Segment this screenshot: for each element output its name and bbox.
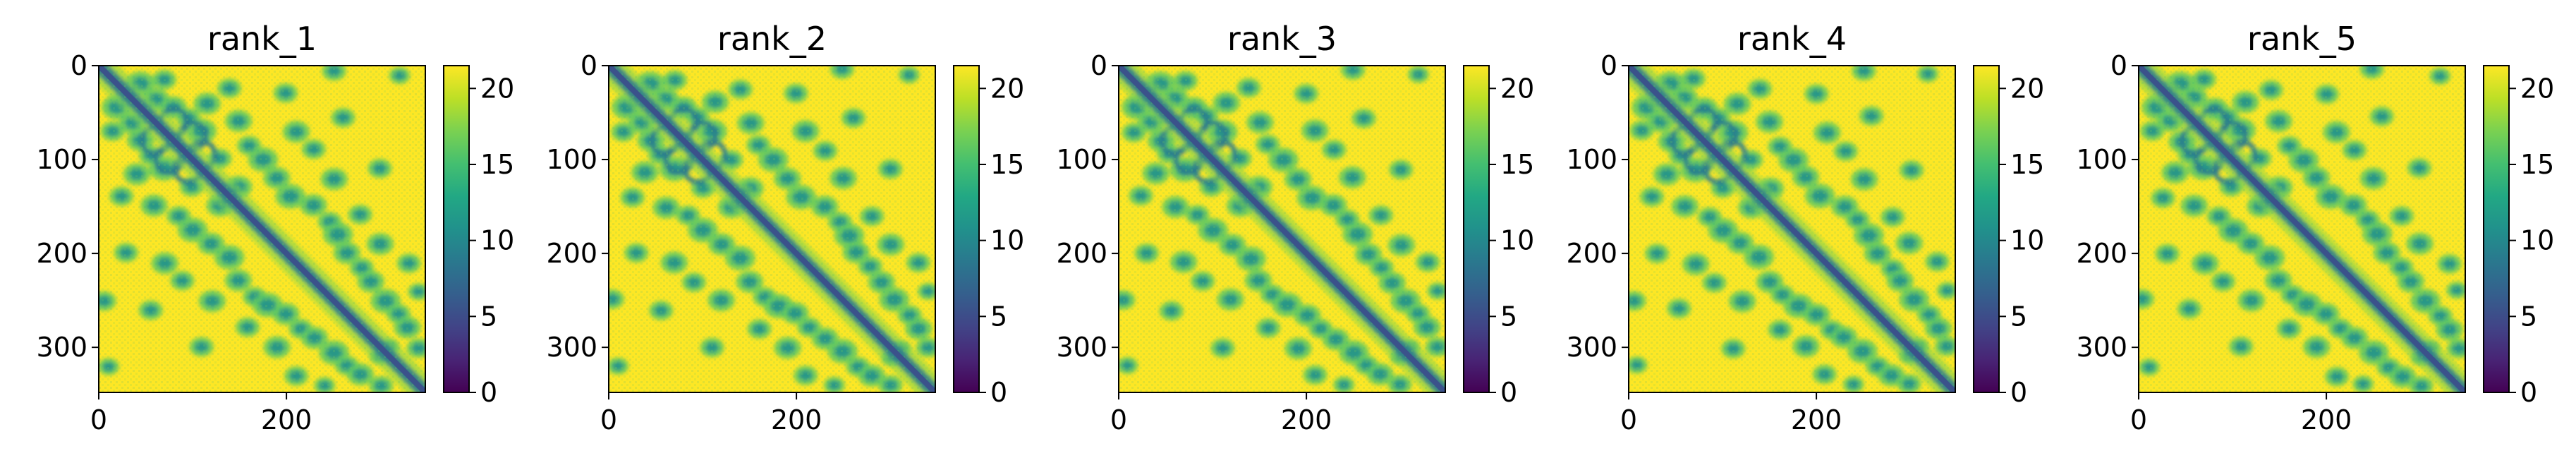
colorbar-tick-label: 20 xyxy=(990,73,1024,104)
y-tick-label: 200 xyxy=(36,238,87,269)
panel-title: rank_1 xyxy=(207,20,317,58)
colorbar-gradient xyxy=(1974,66,1999,392)
colorbar-tick-label: 15 xyxy=(480,149,514,180)
axes-frame xyxy=(1118,65,1446,393)
panel-title: rank_2 xyxy=(717,20,827,58)
colorbar-tick-label: 0 xyxy=(2010,377,2027,408)
heatmap-panel-2: rank_2 0 100 200 300 0 200 0 5 10 15 20 xyxy=(546,20,1024,435)
x-tick-label: 200 xyxy=(1281,404,1332,435)
x-tick-label: 0 xyxy=(1620,404,1637,435)
y-tick-label: 0 xyxy=(71,50,87,81)
colorbar-gradient xyxy=(1464,66,1489,392)
colorbar-tick-label: 20 xyxy=(2520,73,2554,104)
colorbar-tick-label: 15 xyxy=(1500,149,1534,180)
colorbar-frame xyxy=(1973,65,2000,393)
colorbar: 0 5 10 15 20 xyxy=(2483,65,2554,408)
axes-frame xyxy=(2138,65,2466,393)
y-tick-label: 200 xyxy=(2076,238,2127,269)
y-tick-label: 300 xyxy=(1056,332,1107,363)
diagonal-line xyxy=(1119,66,1445,392)
heatmap-panel-4: rank_4 0 100 200 300 0 200 0 5 10 15 20 xyxy=(1566,20,2044,435)
x-tick-label: 200 xyxy=(2301,404,2352,435)
colorbar-frame xyxy=(443,65,470,393)
diagonal-line xyxy=(1629,66,1955,392)
colorbar-frame xyxy=(1463,65,1490,393)
y-tick-label: 0 xyxy=(2110,50,2127,81)
colorbar-tick-label: 5 xyxy=(2010,301,2027,332)
diagonal-line xyxy=(609,66,935,392)
heatmap-image xyxy=(2139,66,2465,392)
colorbar-tick-label: 15 xyxy=(2520,149,2554,180)
diagonal-line xyxy=(2139,66,2465,392)
colorbar-tick-label: 5 xyxy=(1500,301,1517,332)
colorbar-tick-label: 20 xyxy=(480,73,514,104)
x-tick-label: 0 xyxy=(600,404,617,435)
y-tick-label: 0 xyxy=(1600,50,1617,81)
colorbar-tick-label: 20 xyxy=(2010,73,2044,104)
colorbar-tick-label: 0 xyxy=(1500,377,1517,408)
colorbar-tick-label: 0 xyxy=(2520,377,2537,408)
y-tick-label: 100 xyxy=(1056,144,1107,175)
colorbar-tick-label: 0 xyxy=(990,377,1007,408)
colorbar-tick-label: 0 xyxy=(480,377,497,408)
colorbar-tick-label: 10 xyxy=(2520,225,2554,256)
colorbar-gradient xyxy=(954,66,979,392)
y-tick-label: 300 xyxy=(2076,332,2127,363)
x-tick-label: 0 xyxy=(1110,404,1127,435)
diagonal-line xyxy=(99,66,425,392)
y-tick-label: 200 xyxy=(546,238,597,269)
x-tick-label: 200 xyxy=(771,404,822,435)
axes-frame xyxy=(1628,65,1956,393)
colorbar-tick-label: 5 xyxy=(480,301,497,332)
heatmap-panel-3: rank_3 0 100 200 300 0 200 0 5 10 15 20 xyxy=(1056,20,1534,435)
y-tick-label: 100 xyxy=(1566,144,1617,175)
colorbar: 0 5 10 15 20 xyxy=(443,65,514,408)
x-tick-label: 200 xyxy=(1791,404,1842,435)
y-tick-label: 100 xyxy=(36,144,87,175)
heatmap-image xyxy=(1119,66,1445,392)
colorbar-tick-label: 15 xyxy=(2010,149,2044,180)
colorbar-gradient xyxy=(444,66,469,392)
colorbar: 0 5 10 15 20 xyxy=(1973,65,2044,408)
y-tick-label: 300 xyxy=(546,332,597,363)
y-tick-label: 100 xyxy=(2076,144,2127,175)
x-tick-label: 0 xyxy=(90,404,107,435)
heatmap-image xyxy=(1629,66,1955,392)
colorbar: 0 5 10 15 20 xyxy=(953,65,1024,408)
colorbar-tick-label: 10 xyxy=(2010,225,2044,256)
colorbar-tick-label: 10 xyxy=(1500,225,1534,256)
colorbar-frame xyxy=(953,65,980,393)
colorbar-tick-label: 10 xyxy=(990,225,1024,256)
y-tick-label: 0 xyxy=(1090,50,1107,81)
colorbar-tick-label: 20 xyxy=(1500,73,1534,104)
heatmap-panel-5: rank_5 0 100 200 300 0 200 0 5 10 15 20 xyxy=(2076,20,2554,435)
y-tick-label: 200 xyxy=(1056,238,1107,269)
colorbar-frame xyxy=(2483,65,2510,393)
colorbar-tick-label: 5 xyxy=(2520,301,2537,332)
heatmap-image xyxy=(609,66,935,392)
colorbar-tick-label: 10 xyxy=(480,225,514,256)
panel-title: rank_3 xyxy=(1227,20,1337,58)
axes-frame xyxy=(608,65,936,393)
y-tick-label: 100 xyxy=(546,144,597,175)
y-tick-label: 200 xyxy=(1566,238,1617,269)
panel-title: rank_5 xyxy=(2247,20,2357,58)
panel-title: rank_4 xyxy=(1737,20,1847,58)
colorbar-tick-label: 5 xyxy=(990,301,1007,332)
colorbar: 0 5 10 15 20 xyxy=(1463,65,1534,408)
colorbar-gradient xyxy=(2484,66,2509,392)
heatmap-panel-1: rank_1 0 100 200 300 0 200 0 5 10 15 20 xyxy=(36,20,514,435)
y-tick-label: 300 xyxy=(36,332,87,363)
colorbar-tick-label: 15 xyxy=(990,149,1024,180)
axes-frame xyxy=(98,65,426,393)
x-tick-label: 0 xyxy=(2130,404,2147,435)
y-tick-label: 300 xyxy=(1566,332,1617,363)
heatmap-image xyxy=(99,66,425,392)
x-tick-label: 200 xyxy=(261,404,312,435)
y-tick-label: 0 xyxy=(581,50,597,81)
